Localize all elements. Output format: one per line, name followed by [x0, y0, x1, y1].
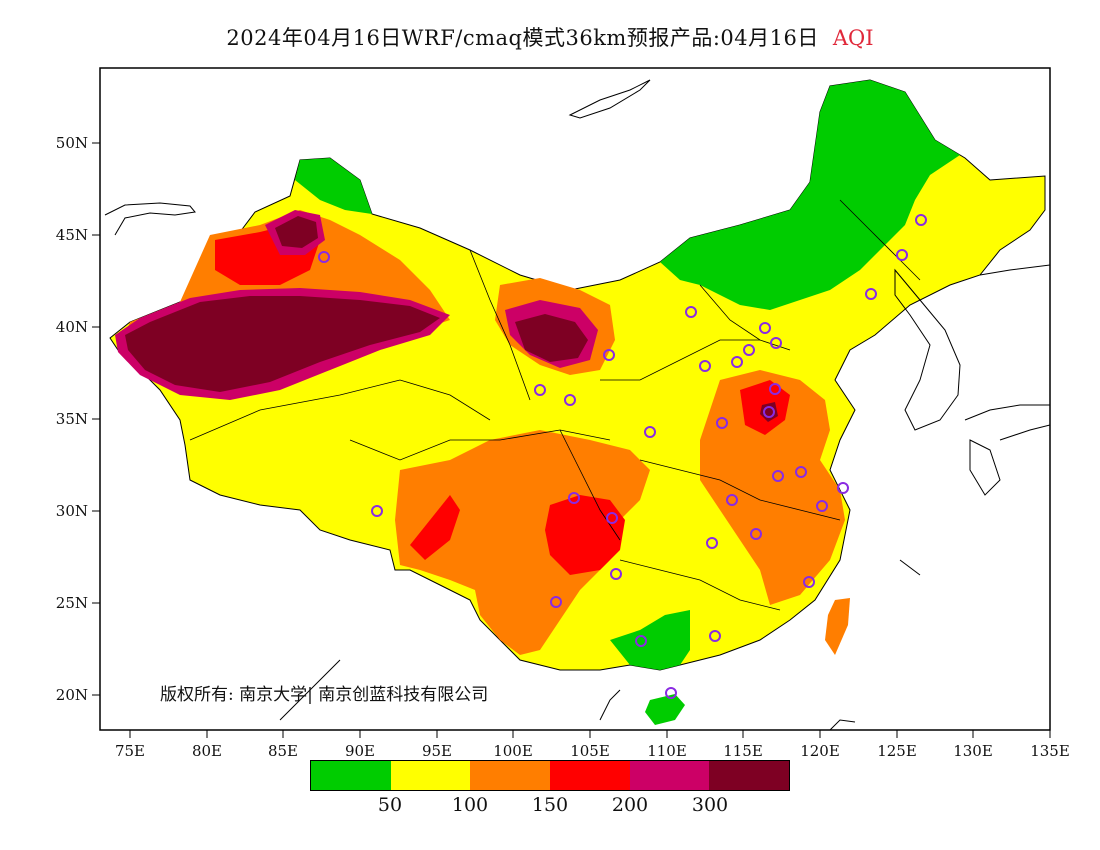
station-marker	[568, 492, 580, 504]
x-tick-label: 125E	[877, 742, 917, 760]
hainan-green-region	[645, 694, 685, 725]
y-tick-label: 50N	[56, 134, 88, 152]
station-marker	[699, 360, 711, 372]
station-marker	[610, 568, 622, 580]
neighbor-coastlines	[104, 79, 1050, 730]
x-tick-label: 110E	[647, 742, 687, 760]
sichuan-red-region	[545, 495, 625, 575]
taklamakan-hazardous-region	[125, 296, 440, 392]
station-marker	[769, 383, 781, 395]
y-tick-label: 30N	[56, 502, 88, 520]
x-tick-label: 85E	[268, 742, 298, 760]
station-marker	[706, 537, 718, 549]
station-marker	[665, 687, 677, 699]
station-marker	[550, 596, 562, 608]
station-marker	[606, 512, 618, 524]
y-tick-label: 20N	[56, 686, 88, 704]
x-tick-label: 115E	[723, 742, 763, 760]
station-marker	[743, 344, 755, 356]
x-tick-label: 90E	[345, 742, 375, 760]
southwest-orange-region	[395, 430, 650, 655]
legend-swatch-sensitive	[470, 761, 551, 790]
northeast-green-region	[660, 80, 960, 310]
map-title: 2024年04月16日WRF/cmaq模式36km预报产品:04月16日 AQI	[0, 22, 1100, 52]
y-tick-labels: 50N 45N 40N 35N 30N 25N 20N	[56, 134, 88, 704]
station-markers	[318, 214, 927, 699]
legend-label: 100	[451, 794, 489, 816]
x-tick-label: 130E	[953, 742, 993, 760]
south-green-region	[610, 610, 690, 670]
legend-swatch-unhealthy	[550, 761, 630, 790]
x-tick-label: 80E	[192, 742, 222, 760]
y-tick-label: 25N	[56, 594, 88, 612]
taiwan-red-region	[825, 598, 850, 655]
x-tick-label: 105E	[570, 742, 610, 760]
map-frame	[99, 67, 1051, 731]
legend-swatch-hazardous	[709, 761, 790, 790]
station-marker	[803, 576, 815, 588]
station-marker	[763, 406, 775, 418]
legend-label: 150	[531, 794, 569, 816]
station-marker	[915, 214, 927, 226]
station-marker	[772, 470, 784, 482]
station-marker	[731, 356, 743, 368]
gobi-hazardous-region	[515, 314, 588, 362]
x-tick-label: 75E	[115, 742, 145, 760]
station-marker	[644, 426, 656, 438]
copyright-text: 版权所有: 南京大学| 南京创蓝科技有限公司	[160, 685, 489, 705]
x-tick-labels: 75E 80E 85E 90E 95E 100E 105E 110E 115E …	[115, 742, 1070, 760]
legend-label: 300	[691, 794, 729, 816]
tibet-red-region	[410, 495, 460, 560]
station-marker	[635, 635, 647, 647]
station-marker	[716, 417, 728, 429]
x-tick-label: 95E	[422, 742, 452, 760]
aqi-legend	[310, 760, 790, 791]
y-tick-label: 40N	[56, 318, 88, 336]
east-orange-region	[700, 370, 845, 605]
y-tick-label: 35N	[56, 410, 88, 428]
east-hazardous-spot	[760, 402, 778, 422]
station-marker	[603, 349, 615, 361]
station-marker	[318, 251, 330, 263]
station-marker	[750, 528, 762, 540]
legend-swatch-good	[311, 761, 391, 790]
station-marker	[865, 288, 877, 300]
station-marker	[837, 482, 849, 494]
station-marker	[816, 500, 828, 512]
y-tick-label: 45N	[56, 226, 88, 244]
station-marker	[770, 337, 782, 349]
station-marker	[371, 505, 383, 517]
legend-label: 50	[377, 794, 403, 816]
legend-label: 200	[611, 794, 649, 816]
legend-swatch-very-unhealthy	[629, 761, 710, 790]
title-text: 2024年04月16日WRF/cmaq模式36km预报产品:04月16日	[226, 26, 819, 50]
station-marker	[534, 384, 546, 396]
station-marker	[795, 466, 807, 478]
title-product: AQI	[832, 26, 874, 50]
station-marker	[709, 630, 721, 642]
province-boundaries	[189, 199, 921, 611]
map-area	[104, 79, 1050, 730]
station-marker	[564, 394, 576, 406]
station-marker	[759, 322, 771, 334]
tick-marks	[92, 142, 1051, 738]
station-marker	[685, 306, 697, 318]
x-tick-label: 100E	[493, 742, 533, 760]
x-tick-label: 135E	[1030, 742, 1070, 760]
station-marker	[726, 494, 738, 506]
legend-swatch-moderate	[390, 761, 471, 790]
x-tick-label: 120E	[800, 742, 840, 760]
dzungaria-hazardous-region	[275, 216, 318, 248]
station-marker	[896, 249, 908, 261]
northwest-green-region	[295, 158, 372, 214]
